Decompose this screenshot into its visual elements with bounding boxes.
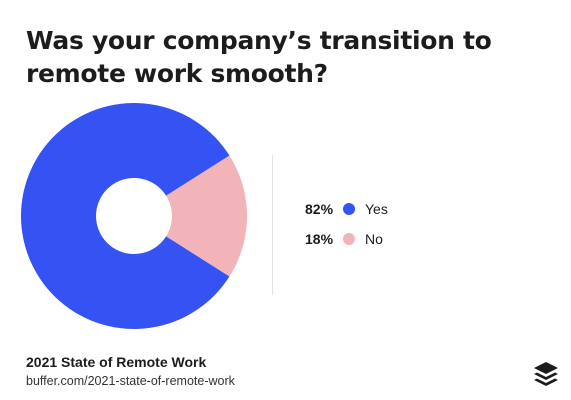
legend-yes-label: Yes — [365, 201, 388, 217]
slice-no — [134, 155, 247, 277]
legend-no-swatch — [343, 233, 355, 245]
legend-item-yes: 82% Yes — [305, 198, 388, 220]
legend-item-no: 18% No — [305, 228, 388, 250]
buffer-stack-icon — [534, 362, 558, 386]
legend-no-value: 18% — [305, 231, 334, 247]
donut-hole — [96, 178, 172, 254]
legend: 82% Yes 18% No — [305, 198, 388, 258]
legend-no-label: No — [365, 231, 383, 247]
footer-title: 2021 State of Remote Work — [26, 354, 207, 370]
footer-url: buffer.com/2021-state-of-remote-work — [26, 374, 235, 388]
chart-title: Was your company’s transition to remote … — [26, 26, 492, 88]
legend-yes-swatch — [343, 203, 355, 215]
divider — [272, 155, 273, 295]
legend-yes-value: 82% — [305, 201, 334, 217]
